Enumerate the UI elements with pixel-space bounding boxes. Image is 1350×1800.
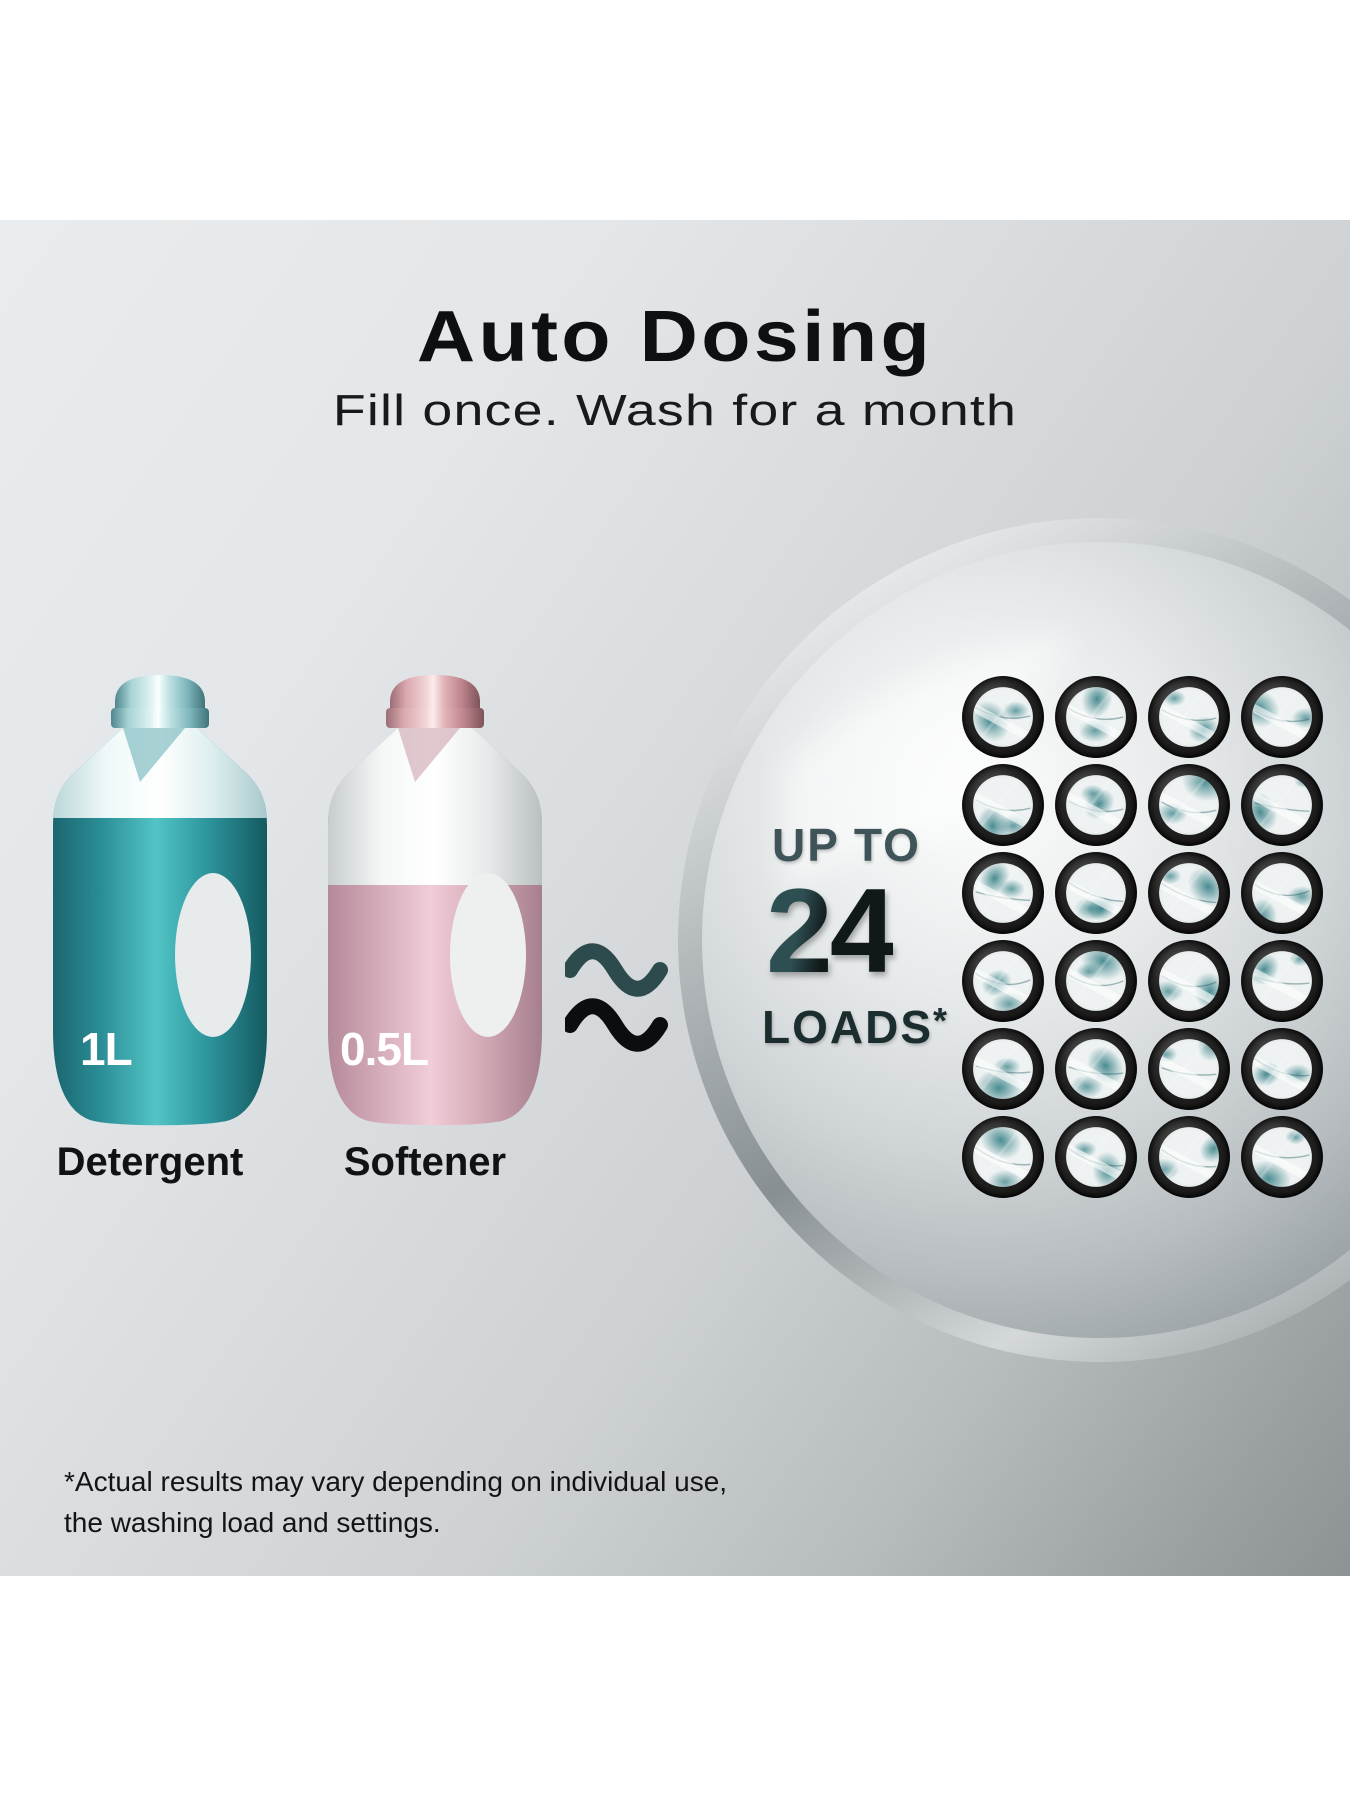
svg-text:1L: 1L bbox=[80, 1023, 132, 1075]
svg-text:0.5L: 0.5L bbox=[340, 1023, 428, 1075]
